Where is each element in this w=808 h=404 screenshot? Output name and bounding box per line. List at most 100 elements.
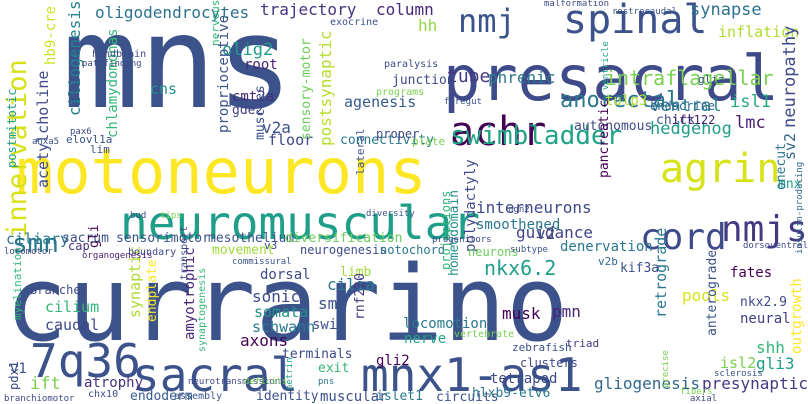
word: cilium — [45, 298, 100, 316]
word: anorectal — [560, 88, 680, 113]
word: swimbladder — [450, 121, 623, 151]
word: gli — [87, 224, 102, 248]
word: hedgehog — [650, 119, 732, 139]
word: autonomous — [574, 119, 653, 134]
word: movement — [212, 243, 275, 258]
word: ift — [30, 374, 61, 394]
word: neurotransmission — [188, 377, 281, 387]
word: locomotor — [4, 247, 53, 257]
word: isl2 — [720, 354, 757, 372]
word: nkx2.9 — [740, 295, 787, 310]
word: acetylcholine — [34, 70, 52, 188]
word: paralysis — [384, 59, 439, 70]
word: islet1 — [376, 389, 423, 404]
word: glia — [698, 73, 725, 86]
word: rnf220 — [353, 273, 368, 320]
word: hindbrain — [92, 49, 147, 60]
word: muscles — [253, 85, 268, 140]
word: outgrowth — [789, 278, 805, 354]
word: gde2 — [232, 103, 264, 118]
word: myelination — [11, 247, 24, 320]
word: chx10 — [88, 389, 119, 400]
word: oligodendrocytes — [95, 3, 250, 22]
word: nkx6.2 — [484, 256, 557, 280]
word: dorsoventral — [743, 241, 808, 251]
word: ventricle — [601, 41, 611, 90]
word: projections — [439, 190, 453, 270]
word: fibers — [680, 387, 713, 397]
word: somata — [254, 303, 309, 321]
word: smoothened — [476, 217, 561, 233]
word: chick — [656, 113, 696, 128]
word: interneurons — [476, 198, 592, 217]
word: diversification — [285, 231, 403, 246]
word: agenesis — [344, 93, 417, 111]
word: axons — [240, 331, 289, 350]
word: presacral — [443, 42, 779, 115]
word: swim — [312, 317, 346, 333]
word: inflation — [718, 23, 800, 41]
word: malformation — [544, 0, 610, 9]
word: branchiomotor — [4, 394, 75, 404]
word: transport — [179, 225, 190, 280]
word: postsynaptic — [316, 30, 335, 146]
word: endoderm — [130, 389, 193, 404]
word: kif3a — [620, 261, 660, 276]
word: sacrum — [62, 231, 109, 246]
word: ciliary — [6, 230, 70, 248]
word: gli3 — [756, 354, 795, 373]
word: sclerosis — [714, 369, 763, 379]
word: lmc — [735, 113, 766, 133]
word: commissural — [232, 257, 292, 267]
word: pools — [682, 286, 731, 305]
word: pax6 — [70, 127, 92, 137]
word: pancreatic — [597, 99, 612, 178]
word: sensorimotor — [116, 231, 210, 246]
word: proper — [376, 127, 420, 141]
word: synapse — [690, 0, 762, 20]
word: junction — [392, 73, 455, 88]
word: floor — [268, 131, 314, 149]
word: plate — [412, 135, 446, 148]
word: subtype — [510, 245, 548, 255]
word: atrophy — [84, 375, 144, 391]
word: v2b — [598, 255, 618, 268]
word: onecut — [774, 143, 789, 190]
word: nmjs — [721, 209, 808, 250]
word: vertebrate — [454, 329, 515, 340]
word: mesothelium — [208, 231, 295, 246]
word: neurons — [468, 245, 519, 259]
word: tube — [447, 66, 491, 87]
word: shh — [756, 338, 785, 357]
word: zebrafish — [512, 341, 572, 354]
word: neurogenesis — [300, 243, 387, 257]
word: endocrine — [650, 99, 716, 113]
word: nmj — [458, 2, 516, 40]
word: isl1 — [730, 92, 771, 112]
word: pmn — [552, 302, 581, 321]
word: terminals — [282, 347, 353, 362]
word: exocrine — [330, 17, 379, 28]
word: postmitotic — [5, 88, 19, 168]
word: presynaptic — [702, 374, 808, 393]
word: notochord — [380, 243, 446, 257]
word: muscular — [320, 389, 388, 404]
word: branches — [30, 283, 88, 297]
word: cns — [150, 80, 178, 98]
word: ciliogenesis — [65, 0, 84, 116]
word: bud — [130, 211, 147, 221]
word: mnx1-as1 — [361, 348, 583, 402]
word: connectivity — [340, 133, 434, 148]
word: gliogenesis — [594, 374, 700, 393]
word: v2a — [262, 118, 291, 137]
word: dorsal — [260, 267, 311, 283]
word: sensory-motor — [299, 38, 314, 140]
word: nervous — [209, 0, 222, 46]
word: endplate — [145, 259, 160, 322]
word: ngn2 — [508, 205, 530, 215]
word: ift122 — [672, 113, 716, 127]
word: cilia — [327, 275, 376, 294]
word: spinal — [563, 0, 708, 43]
word: lim — [90, 143, 110, 156]
word: cord — [640, 217, 727, 258]
